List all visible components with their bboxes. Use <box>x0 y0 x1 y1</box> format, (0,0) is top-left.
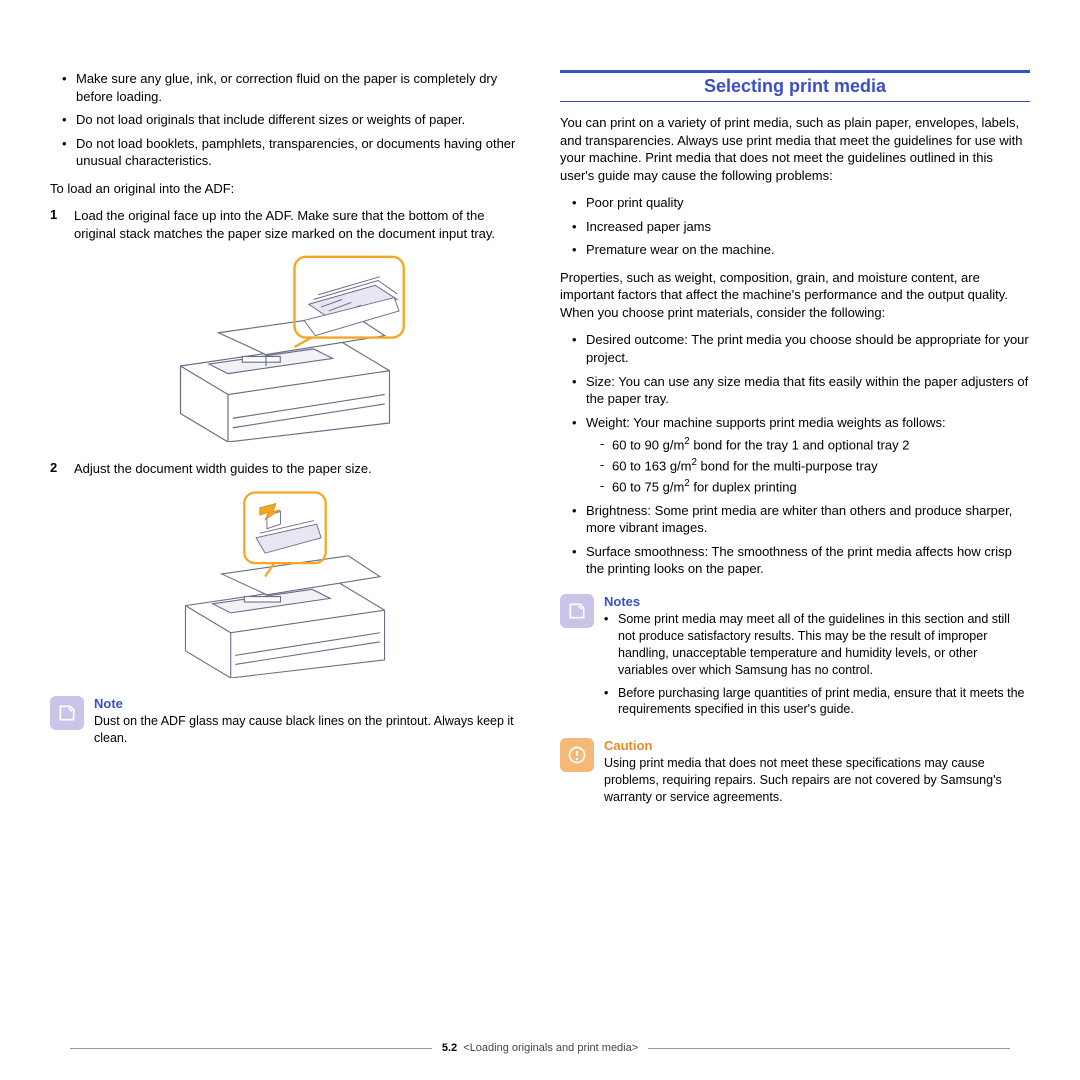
pre-bullets: Make sure any glue, ink, or correction f… <box>50 70 520 170</box>
step-1: 1 Load the original face up into the ADF… <box>50 207 520 242</box>
bullet-item: Weight: Your machine supports print medi… <box>572 414 1030 496</box>
sub-item: 60 to 163 g/m2 bond for the multi-purpos… <box>600 456 1030 475</box>
step-number: 2 <box>50 460 74 478</box>
section-header: Selecting print media <box>560 70 1030 102</box>
bullet-item: Surface smoothness: The smoothness of th… <box>572 543 1030 578</box>
notes-title: Notes <box>604 594 1030 609</box>
page-number: 5.2 <box>442 1042 457 1054</box>
sub-item: 60 to 90 g/m2 bond for the tray 1 and op… <box>600 435 1030 454</box>
caution-title: Caution <box>604 738 1030 753</box>
printer-illustration-1 <box>145 252 425 442</box>
bullet-item: Do not load originals that include diffe… <box>62 111 520 129</box>
figure-load-original <box>50 252 520 442</box>
intro-paragraph: You can print on a variety of print medi… <box>560 114 1030 184</box>
step-text: Load the original face up into the ADF. … <box>74 207 520 242</box>
caution-icon <box>560 738 594 772</box>
step-2: 2 Adjust the document width guides to th… <box>50 460 520 478</box>
step-text: Adjust the document width guides to the … <box>74 460 520 478</box>
section-title: Selecting print media <box>560 74 1030 101</box>
bullet-item: Size: You can use any size media that fi… <box>572 373 1030 408</box>
note-item: Some print media may meet all of the gui… <box>604 611 1030 679</box>
bullet-item: Desired outcome: The print media you cho… <box>572 331 1030 366</box>
page-footer: 5.2 <Loading originals and print media> <box>70 1042 1010 1054</box>
note-icon <box>50 696 84 730</box>
problems-list: Poor print quality Increased paper jams … <box>560 194 1030 259</box>
bullet-item: Premature wear on the machine. <box>572 241 1030 259</box>
lead-in: To load an original into the ADF: <box>50 180 520 198</box>
right-column: Selecting print media You can print on a… <box>560 70 1030 806</box>
step-number: 1 <box>50 207 74 242</box>
caution-body: Using print media that does not meet the… <box>604 755 1030 806</box>
notes-block-right: Notes Some print media may meet all of t… <box>560 594 1030 724</box>
printer-illustration-2 <box>145 488 425 678</box>
note-body: Dust on the ADF glass may cause black li… <box>94 713 520 747</box>
bullet-item: Increased paper jams <box>572 218 1030 236</box>
bullet-item: Poor print quality <box>572 194 1030 212</box>
bullet-item: Brightness: Some print media are whiter … <box>572 502 1030 537</box>
chapter-label: <Loading originals and print media> <box>463 1042 638 1054</box>
considerations-list: Desired outcome: The print media you cho… <box>560 331 1030 578</box>
bullet-item: Make sure any glue, ink, or correction f… <box>62 70 520 105</box>
left-column: Make sure any glue, ink, or correction f… <box>50 70 520 806</box>
properties-intro: Properties, such as weight, composition,… <box>560 269 1030 322</box>
note-item: Before purchasing large quantities of pr… <box>604 685 1030 719</box>
figure-adjust-guides <box>50 488 520 678</box>
note-icon <box>560 594 594 628</box>
note-block-left: Note Dust on the ADF glass may cause bla… <box>50 696 520 747</box>
bullet-item: Do not load booklets, pamphlets, transpa… <box>62 135 520 170</box>
caution-block: Caution Using print media that does not … <box>560 738 1030 806</box>
sub-item: 60 to 75 g/m2 for duplex printing <box>600 477 1030 496</box>
note-title: Note <box>94 696 520 711</box>
